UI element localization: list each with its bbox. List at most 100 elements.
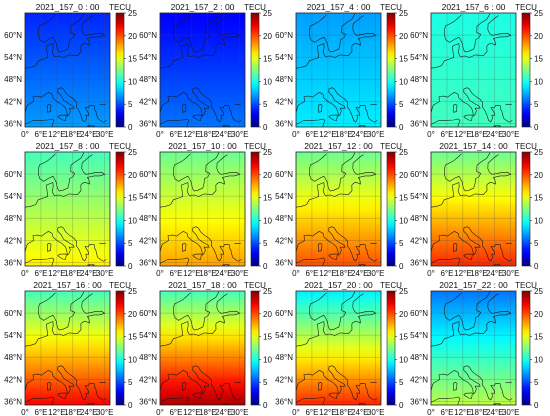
coastline [318,381,323,391]
lat-tick-label: 36°N [410,397,428,406]
lat-tick-label: 48°N [4,75,22,84]
coastline [463,253,473,260]
coastline-group [431,291,513,405]
map-frame [430,12,517,128]
panel-1600: 2021_157_16 : 00 60°N 54°N 48°N 42°N 36°N 0° 6°… [4,280,137,416]
lon-tick-label: 6°E [34,130,47,139]
lat-tick-label: 54°N [139,53,157,62]
colorbar-tick-label: 25 [534,287,543,296]
coastline [431,118,461,127]
lon-tick-label: 6°E [169,269,182,278]
colorbar-tick-label: 20 [399,310,408,319]
coastline [25,396,55,405]
lat-tick-label: 36°N [275,119,293,128]
map-frame [295,290,382,406]
panel-1200: 2021_157_12 : 00 60°N 54°N 48°N 42°N 36°N 0° 6°… [275,141,408,278]
colorbar-tick-label: 25 [399,287,408,296]
lon-tick-label: 0° [156,269,164,278]
coastline [431,96,440,114]
colorbar-tick-label: 10 [534,77,543,86]
coastline-group [431,13,513,127]
colorbar [521,12,531,128]
lon-tick-label: 24°E [215,408,232,416]
lon-tick-label: 0° [427,130,435,139]
lat-tick-label: 48°N [275,353,293,362]
lat-tick-label: 36°N [139,397,157,406]
lon-tick-label: 18°E [64,130,81,139]
lon-tick-label: 24°E [351,269,368,278]
coastline [160,118,190,127]
lon-tick-label: 0° [21,269,29,278]
tec-heatmap [160,152,245,266]
coastline [463,152,491,192]
colorbar-unit: TECU [515,142,537,151]
colorbar-tick-label: 0 [534,262,539,271]
coastline [308,292,329,328]
colorbar-tick-label: 25 [128,9,137,18]
coastline [296,235,305,253]
coastline-group [296,152,378,266]
colorbar-tick-label: 25 [399,148,408,157]
coastline [499,386,513,401]
lat-tick-label: 48°N [139,214,157,223]
panel-title: 2021_157_16 : 00 [33,280,102,290]
coastline [160,396,190,405]
panel-title: 2021_157_2 : 00 [171,2,235,12]
colorbar-tick-label: 10 [399,355,408,364]
lon-tick-label: 24°E [486,130,503,139]
map-frame [295,151,382,267]
colorbar [386,151,396,267]
coastline [431,15,512,69]
lat-tick-label: 54°N [275,192,293,201]
colorbar-tick-label: 0 [128,123,133,132]
coastline [431,154,512,208]
colorbar-tick-label: 0 [263,401,268,410]
lat-tick-label: 42°N [275,97,293,106]
lon-tick-label: 18°E [335,269,352,278]
lon-tick-label: 6°E [169,408,182,416]
lat-tick-label: 48°N [139,75,157,84]
coastline [463,392,473,399]
lon-tick-label: 18°E [199,408,216,416]
coastline [296,118,326,127]
coastline [438,87,502,123]
tec-heatmap [431,291,516,405]
panel-0600: 2021_157_6 : 00 60°N 54°N 48°N 42°N 36°N 0° 6°E… [410,2,543,139]
coastline [167,365,231,401]
coastline [328,253,338,260]
colorbar-tick-label: 25 [128,148,137,157]
lon-tick-label: 12°E [454,408,471,416]
lat-tick-label: 36°N [275,258,293,267]
colorbar-tick-label: 0 [263,123,268,132]
lon-tick-label: 0° [292,130,300,139]
lon-tick-label: 6°E [440,130,453,139]
lon-tick-label: 30°E [96,130,113,139]
lon-tick-label: 12°E [319,408,336,416]
coastline [172,153,193,189]
colorbar [250,12,260,128]
lon-tick-label: 30°E [367,408,384,416]
lat-tick-label: 54°N [275,53,293,62]
colorbar-tick-label: 15 [128,194,137,203]
coastline [364,108,378,123]
lon-tick-label: 18°E [470,269,487,278]
colorbar-tick-label: 20 [263,310,272,319]
panel-title: 2021_157_8 : 00 [36,141,100,151]
panel-title: 2021_157_10 : 00 [168,141,237,151]
colorbar [115,290,125,406]
coastline [443,14,464,50]
colorbar-tick-label: 20 [399,32,408,41]
colorbar-tick-label: 15 [399,333,408,342]
lon-tick-label: 30°E [367,130,384,139]
panel-1800: 2021_157_18 : 00 60°N 54°N 48°N 42°N 36°N 0° 6°… [139,280,272,416]
lon-tick-label: 24°E [351,130,368,139]
coastline [37,14,58,50]
lon-tick-label: 30°E [231,130,248,139]
coastline [57,13,85,53]
lon-tick-label: 0° [156,130,164,139]
coastline [228,108,242,123]
lat-tick-label: 60°N [275,170,293,179]
lon-tick-label: 24°E [486,408,503,416]
coastline [167,226,231,262]
map-frame [24,290,111,406]
